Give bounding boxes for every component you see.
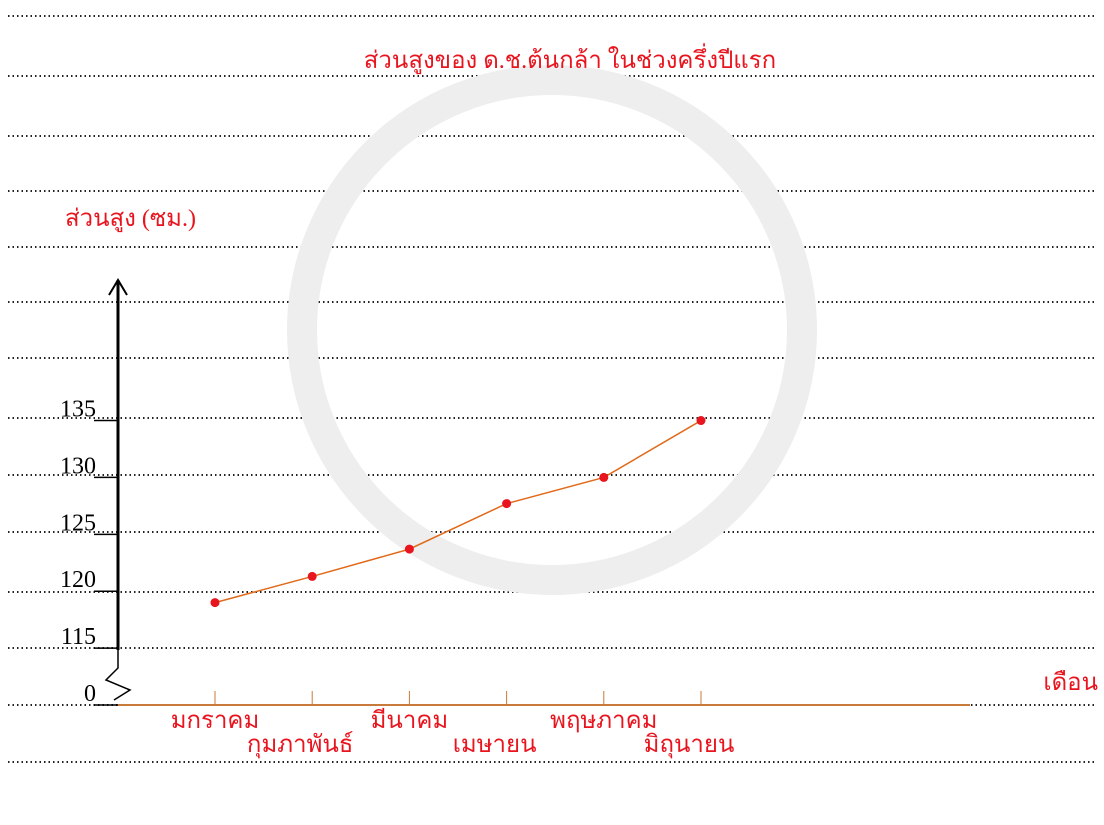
y-tick-label: 130 bbox=[60, 453, 96, 479]
marker bbox=[599, 473, 608, 482]
chart: ส่วนสูงของ ด.ช.ต้นกล้า ในช่วงครึ่งปีแรก … bbox=[0, 0, 1104, 820]
y-tick-label: 115 bbox=[61, 624, 96, 650]
marker bbox=[211, 598, 220, 607]
y-axis-label: ส่วนสูง (ซม.) bbox=[65, 206, 196, 233]
marker bbox=[308, 572, 317, 581]
watermark bbox=[302, 80, 802, 580]
y-tick-label: 0 bbox=[84, 681, 96, 707]
chart-title: ส่วนสูงของ ด.ช.ต้นกล้า ในช่วงครึ่งปีแรก bbox=[364, 43, 776, 75]
marker bbox=[697, 416, 706, 425]
ruled-lines bbox=[8, 16, 1096, 762]
x-tick-label: มีนาคม bbox=[371, 707, 449, 734]
x-axis-label: เดือน bbox=[1043, 669, 1098, 696]
marker bbox=[502, 499, 511, 508]
x-tick-label: พฤษภาคม bbox=[550, 708, 657, 734]
x-tick-label: มิถุนายน bbox=[644, 732, 735, 759]
axis-break bbox=[106, 650, 130, 700]
y-tick-label: 135 bbox=[60, 397, 96, 423]
marker bbox=[405, 545, 414, 554]
y-tick-label: 125 bbox=[60, 510, 96, 536]
x-tick-label: มกราคม bbox=[171, 708, 260, 734]
y-tick-label: 120 bbox=[60, 567, 96, 593]
x-tick-label: กุมภาพันธ์ bbox=[247, 730, 354, 759]
x-tick-label: เมษายน bbox=[453, 732, 537, 758]
